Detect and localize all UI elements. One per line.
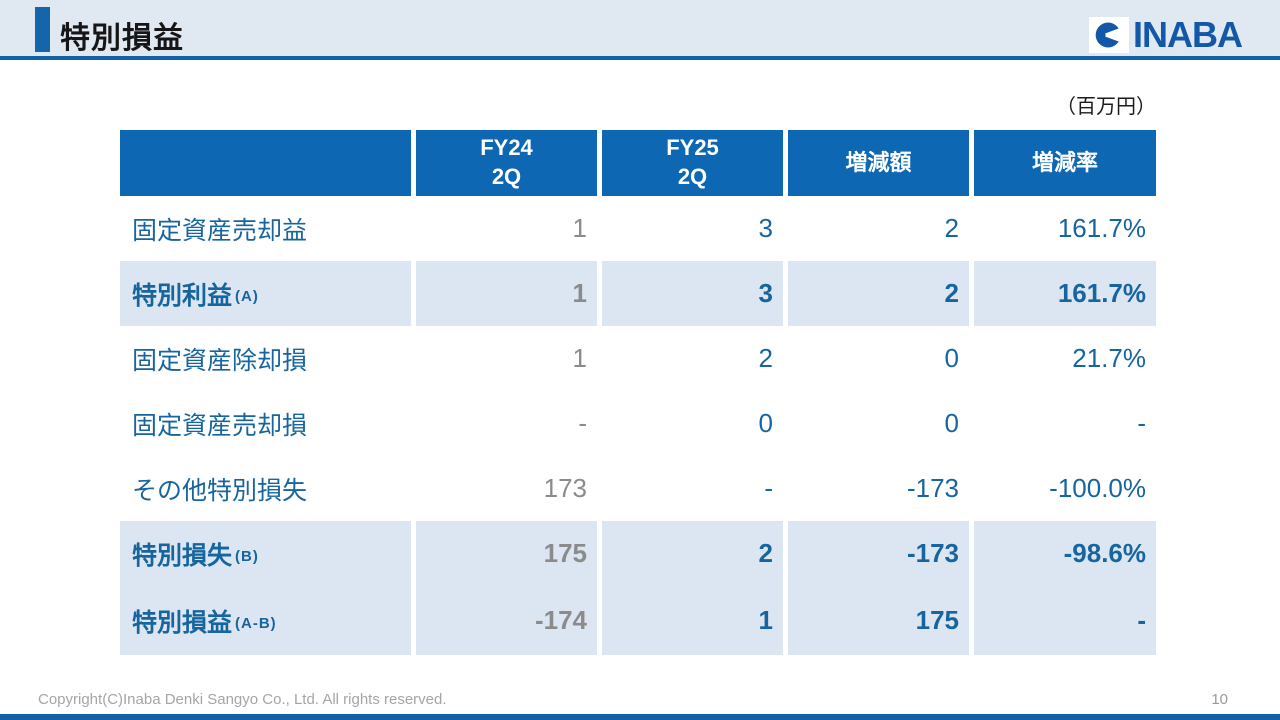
col-header-line1: 増減額 bbox=[845, 149, 912, 175]
row-label-text: その他特別損失 bbox=[132, 476, 308, 505]
value-diff: 0 bbox=[944, 408, 959, 438]
value-diff: 175 bbox=[788, 586, 969, 655]
row-label: その他特別損失 bbox=[120, 456, 411, 521]
value-fy24: 173 bbox=[543, 473, 587, 503]
value-fy24: 175 bbox=[416, 521, 597, 586]
value-rate: -98.6% bbox=[974, 521, 1156, 586]
value-diff: 0 bbox=[944, 343, 959, 373]
value-fy25: 2 bbox=[758, 343, 773, 373]
value-rate: - bbox=[974, 586, 1156, 655]
row-label-text: 特別損益 bbox=[132, 608, 233, 637]
row-label: 特別利益 (A) bbox=[120, 261, 411, 326]
row-label-suffix: (A) bbox=[235, 288, 259, 305]
row-label: 固定資産除却損 bbox=[120, 326, 411, 391]
page-title: 特別損益 bbox=[60, 22, 184, 55]
row-label: 固定資産売却損 bbox=[120, 391, 411, 456]
value-diff: 2 bbox=[788, 261, 969, 326]
value-fy24: -174 bbox=[416, 586, 597, 655]
row-label-text: 特別損失 bbox=[132, 541, 233, 570]
value-rate: 161.7% bbox=[974, 261, 1156, 326]
row-label: 特別損益 (A-B) bbox=[120, 586, 411, 655]
col-header-blank bbox=[120, 130, 411, 196]
company-logo: INABA bbox=[1089, 14, 1243, 55]
col-header-line2: 2Q bbox=[677, 164, 708, 189]
value-rate: 161.7% bbox=[1057, 213, 1146, 243]
header-divider-rule bbox=[0, 56, 1280, 60]
page-number: 10 bbox=[1211, 691, 1228, 708]
col-header-change-rate: 増減率 bbox=[974, 130, 1156, 196]
inaba-logo-icon bbox=[1089, 17, 1129, 53]
col-header-line2: 2Q bbox=[491, 164, 522, 189]
value-diff: 2 bbox=[944, 213, 959, 243]
row-label: 特別損失 (B) bbox=[120, 521, 411, 586]
value-fy25: 2 bbox=[602, 521, 783, 586]
col-header-line1: FY24 bbox=[480, 135, 533, 161]
col-header-change-amount: 増減額 bbox=[788, 130, 969, 196]
value-fy24: 1 bbox=[572, 213, 587, 243]
row-label-text: 固定資産除却損 bbox=[132, 346, 308, 375]
col-header-fy24-2q: FY24 2Q bbox=[416, 130, 597, 196]
value-diff: -173 bbox=[788, 521, 969, 586]
value-fy25: 3 bbox=[602, 261, 783, 326]
col-header-fy25-2q: FY25 2Q bbox=[602, 130, 783, 196]
col-header-line1: FY25 bbox=[666, 135, 719, 161]
unit-note: （百万円） bbox=[1056, 96, 1156, 118]
logo-wordmark: INABA bbox=[1133, 14, 1243, 55]
value-fy25: 3 bbox=[758, 213, 773, 243]
value-diff: -173 bbox=[906, 473, 959, 503]
slide-header-band bbox=[0, 0, 1280, 56]
financial-table: FY24 2Q FY25 2Q 増減額 増減率 固定資産売却益 1 3 2 16… bbox=[120, 130, 1156, 655]
value-rate: - bbox=[1137, 408, 1146, 438]
value-fy25: 0 bbox=[758, 408, 773, 438]
value-rate: -100.0% bbox=[1049, 473, 1146, 503]
value-fy24: 1 bbox=[416, 261, 597, 326]
value-fy25: - bbox=[764, 473, 773, 503]
value-fy24: 1 bbox=[572, 343, 587, 373]
col-header-line1: 増減率 bbox=[1031, 149, 1098, 175]
value-fy25: 1 bbox=[602, 586, 783, 655]
title-accent-bar bbox=[35, 7, 50, 52]
row-label-text: 固定資産売却益 bbox=[132, 216, 308, 245]
copyright-text: Copyright(C)Inaba Denki Sangyo Co., Ltd.… bbox=[38, 691, 447, 708]
value-fy24: - bbox=[578, 408, 587, 438]
row-label-text: 特別利益 bbox=[132, 281, 233, 310]
row-label-suffix: (A-B) bbox=[235, 615, 277, 632]
value-rate: 21.7% bbox=[1072, 343, 1146, 373]
bottom-accent-bar bbox=[0, 714, 1280, 720]
row-label-text: 固定資産売却損 bbox=[132, 411, 308, 440]
row-label: 固定資産売却益 bbox=[120, 196, 411, 261]
row-label-suffix: (B) bbox=[235, 548, 259, 565]
